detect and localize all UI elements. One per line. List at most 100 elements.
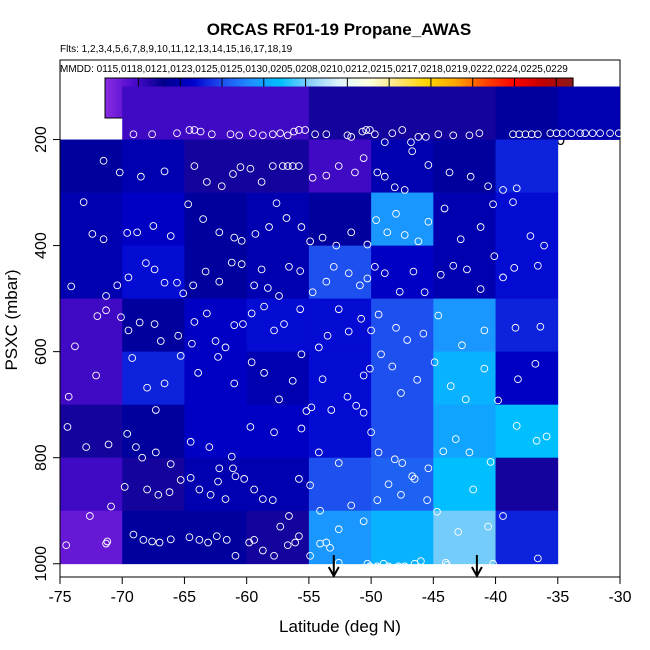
- observation-point: [212, 532, 221, 541]
- observation-point: [424, 464, 433, 473]
- heatmap-cell: [371, 404, 434, 459]
- observation-point: [160, 278, 169, 287]
- x-axis-label: Latitude (deg N): [279, 617, 401, 636]
- observation-point: [446, 382, 455, 390]
- heatmap-cells: [60, 86, 620, 565]
- observation-point: [367, 428, 375, 437]
- observation-point: [190, 162, 199, 170]
- observation-point: [581, 129, 590, 138]
- observation-point: [214, 353, 222, 361]
- heatmap-cell: [246, 351, 310, 406]
- observation-point: [347, 133, 356, 141]
- observation-point: [534, 554, 542, 563]
- observation-point: [484, 522, 492, 531]
- observation-point: [283, 131, 292, 140]
- observation-point: [202, 178, 211, 186]
- observation-point: [614, 129, 623, 138]
- observation-point: [137, 172, 145, 181]
- x-tick-label: -55: [297, 589, 320, 606]
- y-tick-label: 800: [33, 444, 50, 471]
- heatmap-cell: [60, 298, 123, 353]
- heatmap-cell: [122, 298, 185, 353]
- observation-point: [534, 130, 542, 139]
- observation-point: [363, 559, 372, 568]
- observation-point: [231, 472, 240, 481]
- observation-point: [440, 204, 449, 213]
- observation-point: [308, 288, 317, 297]
- observation-point: [445, 168, 454, 177]
- heatmap-cell: [184, 351, 248, 406]
- heatmap-cell: [433, 351, 496, 406]
- observation-point: [133, 228, 142, 237]
- observation-point: [414, 237, 423, 246]
- heatmap-cell: [371, 139, 434, 193]
- observation-point: [295, 532, 303, 541]
- observation-point: [433, 507, 441, 516]
- observation-point: [308, 173, 317, 182]
- observation-point: [107, 502, 115, 511]
- observation-point: [124, 326, 133, 335]
- observation-point: [359, 371, 368, 380]
- observation-point: [332, 241, 341, 250]
- observation-point: [135, 318, 144, 327]
- observation-point: [465, 448, 474, 457]
- observation-point: [222, 536, 231, 544]
- observation-point: [490, 252, 499, 261]
- observation-point: [463, 265, 471, 274]
- observation-point: [214, 477, 222, 486]
- observation-point: [512, 184, 521, 193]
- observation-point: [374, 448, 383, 457]
- heatmap-cell: [60, 245, 123, 300]
- heatmap-cell: [122, 351, 185, 406]
- observation-point: [373, 496, 382, 504]
- x-tick-label: -60: [235, 589, 258, 606]
- colorbar-segment: [115, 78, 119, 118]
- observation-point: [88, 230, 97, 238]
- observation-point: [379, 559, 388, 568]
- heatmap-cell: [60, 351, 123, 406]
- heatmap-cell: [308, 298, 372, 353]
- observation-point: [329, 262, 338, 271]
- observation-point: [546, 129, 555, 138]
- observation-point: [123, 429, 132, 438]
- observation-point: [374, 310, 383, 319]
- observation-point: [227, 258, 236, 267]
- observation-point: [400, 186, 409, 194]
- observation-point: [370, 130, 379, 139]
- observation-point: [509, 198, 517, 206]
- observation-point: [383, 228, 392, 237]
- observation-point: [395, 287, 404, 296]
- observation-point: [199, 215, 207, 223]
- heatmap-cell: [308, 404, 372, 459]
- observation-point: [207, 130, 216, 139]
- colorbar-segment: [105, 78, 109, 118]
- observation-point: [489, 200, 497, 209]
- heatmap-cell: [371, 510, 434, 565]
- observation-point: [99, 235, 108, 244]
- observation-point: [227, 452, 236, 461]
- observation-point: [165, 488, 174, 497]
- observation-point: [398, 459, 407, 467]
- heatmap-cell: [60, 404, 123, 459]
- chart-title: ORCAS RF01-19 Propane_AWAS: [207, 20, 472, 39]
- observation-point: [334, 558, 343, 567]
- observation-point: [434, 311, 443, 320]
- y-tick-label: 1000: [33, 546, 50, 582]
- observation-point: [417, 557, 425, 565]
- observation-point: [260, 302, 268, 311]
- observation-point: [246, 164, 255, 173]
- observation-point: [288, 162, 297, 170]
- observation-point: [270, 551, 278, 560]
- observation-point: [357, 314, 366, 323]
- heatmap-cell: [308, 510, 372, 565]
- observation-point: [363, 240, 372, 249]
- observation-point: [179, 289, 188, 298]
- observation-point: [527, 130, 536, 139]
- observation-point: [307, 403, 316, 412]
- observation-point: [103, 537, 112, 546]
- observation-point: [322, 277, 331, 286]
- observation-point: [558, 129, 567, 138]
- observation-point: [251, 230, 260, 238]
- observation-point: [283, 541, 292, 550]
- observation-point: [511, 323, 520, 332]
